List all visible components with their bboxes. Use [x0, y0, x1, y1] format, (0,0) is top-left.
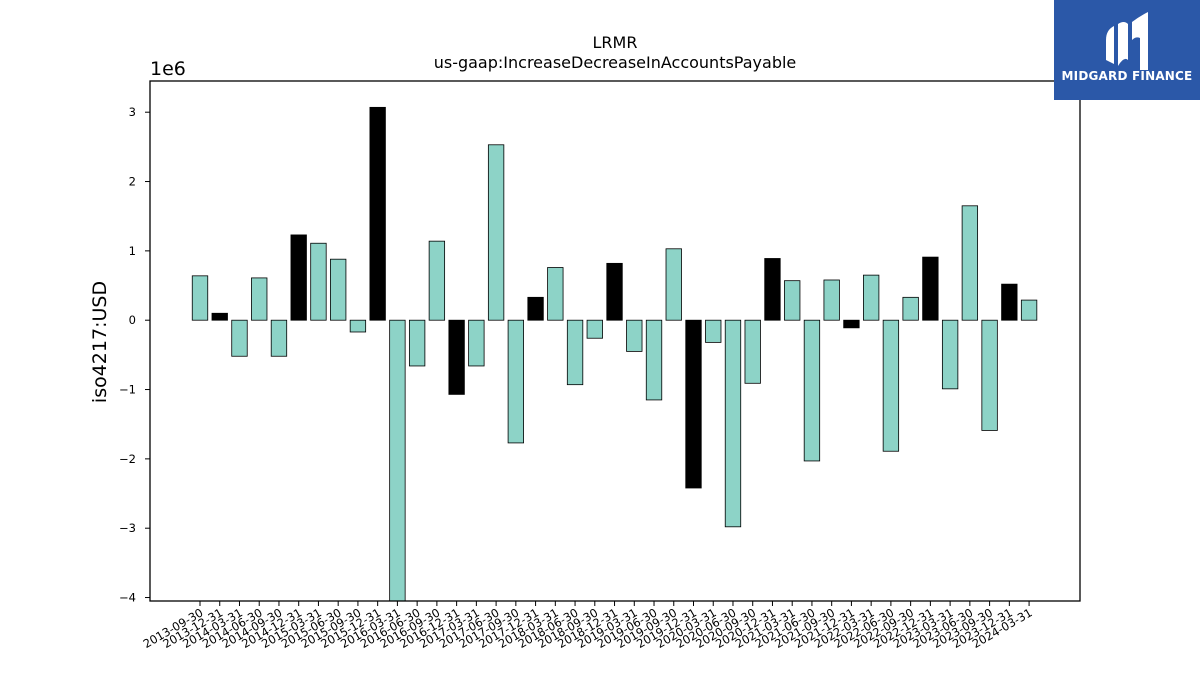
- y-tick-label: 1: [129, 244, 136, 258]
- bar-2021-03-31: [784, 280, 801, 321]
- plot-frame: [149, 80, 1081, 602]
- bar-2014-03-31: [231, 319, 248, 357]
- bar-2016-12-31: [448, 319, 465, 395]
- bar-2017-03-31: [468, 319, 485, 367]
- bar-2019-06-30: [645, 319, 663, 401]
- y-tick-label: −1: [119, 383, 136, 397]
- bar-2015-06-30: [330, 258, 347, 321]
- bar-2015-03-31: [310, 242, 327, 321]
- bar-2014-09-30: [270, 319, 288, 357]
- bar-2023-12-31: [1001, 283, 1018, 321]
- bar-2018-12-31: [606, 262, 623, 321]
- bar-2021-09-30: [823, 279, 840, 321]
- bar-2024-03-31: [1020, 299, 1038, 321]
- chart-title: LRMR: [593, 33, 638, 52]
- bar-2016-09-30: [428, 240, 446, 321]
- y-tick-label: −4: [119, 591, 136, 605]
- bar-2022-12-31: [922, 256, 939, 321]
- y-axis-label: iso4217:USD: [89, 281, 111, 403]
- bar-2022-03-31: [863, 274, 880, 321]
- bar-2020-09-30: [744, 319, 761, 384]
- bar-2019-12-31: [685, 319, 702, 489]
- bar-2013-09-30: [191, 275, 209, 321]
- y-tick-label: 0: [129, 313, 136, 327]
- bar-2022-09-30: [902, 296, 919, 321]
- bar-2018-06-30: [566, 319, 584, 386]
- bar-2020-06-30: [724, 319, 742, 528]
- bar-2023-06-30: [961, 205, 979, 321]
- midgard-finance-logo: MIDGARD FINANCE: [1054, 0, 1200, 100]
- bar-2020-12-31: [764, 258, 781, 321]
- bar-2021-06-30: [803, 319, 821, 462]
- bar-2023-03-31: [941, 319, 959, 390]
- bar-2023-09-30: [981, 319, 998, 431]
- chart-subtitle: us-gaap:IncreaseDecreaseInAccountsPayabl…: [434, 53, 797, 72]
- bar-2019-03-31: [626, 319, 643, 352]
- y-scale-label: 1e6: [150, 58, 186, 80]
- bar-2015-12-31: [369, 106, 386, 321]
- y-tick-label: −3: [119, 521, 136, 535]
- bar-2013-12-31: [211, 312, 228, 321]
- bar-2014-12-31: [290, 234, 307, 321]
- bar-2018-09-30: [586, 319, 603, 339]
- bar-2017-12-31: [527, 296, 544, 321]
- bar-2019-09-30: [665, 248, 682, 321]
- bar-2015-09-30: [349, 319, 367, 333]
- bars-group: [191, 106, 1038, 602]
- bar-2014-06-30: [251, 277, 268, 321]
- y-tick-label: 2: [129, 175, 136, 189]
- midgard-logo-icon: [1106, 12, 1148, 70]
- bar-2016-03-31: [389, 319, 406, 602]
- y-tick-label: −2: [119, 452, 136, 466]
- bar-2020-03-31: [705, 319, 722, 343]
- bar-2017-09-30: [507, 319, 524, 444]
- bar-2021-12-31: [843, 319, 860, 329]
- logo-text: MIDGARD FINANCE: [1061, 69, 1193, 83]
- y-tick-label: 3: [129, 105, 136, 119]
- bar-2017-06-30: [487, 144, 505, 321]
- y-axis: −4 −3 −2 −1 0 1 2 3: [119, 105, 150, 605]
- bar-2018-03-31: [547, 267, 564, 321]
- bar-2022-06-30: [882, 319, 900, 452]
- x-axis: 2013-09-302013-12-312014-03-312014-06-30…: [141, 601, 1035, 651]
- bar-2016-06-30: [408, 319, 426, 367]
